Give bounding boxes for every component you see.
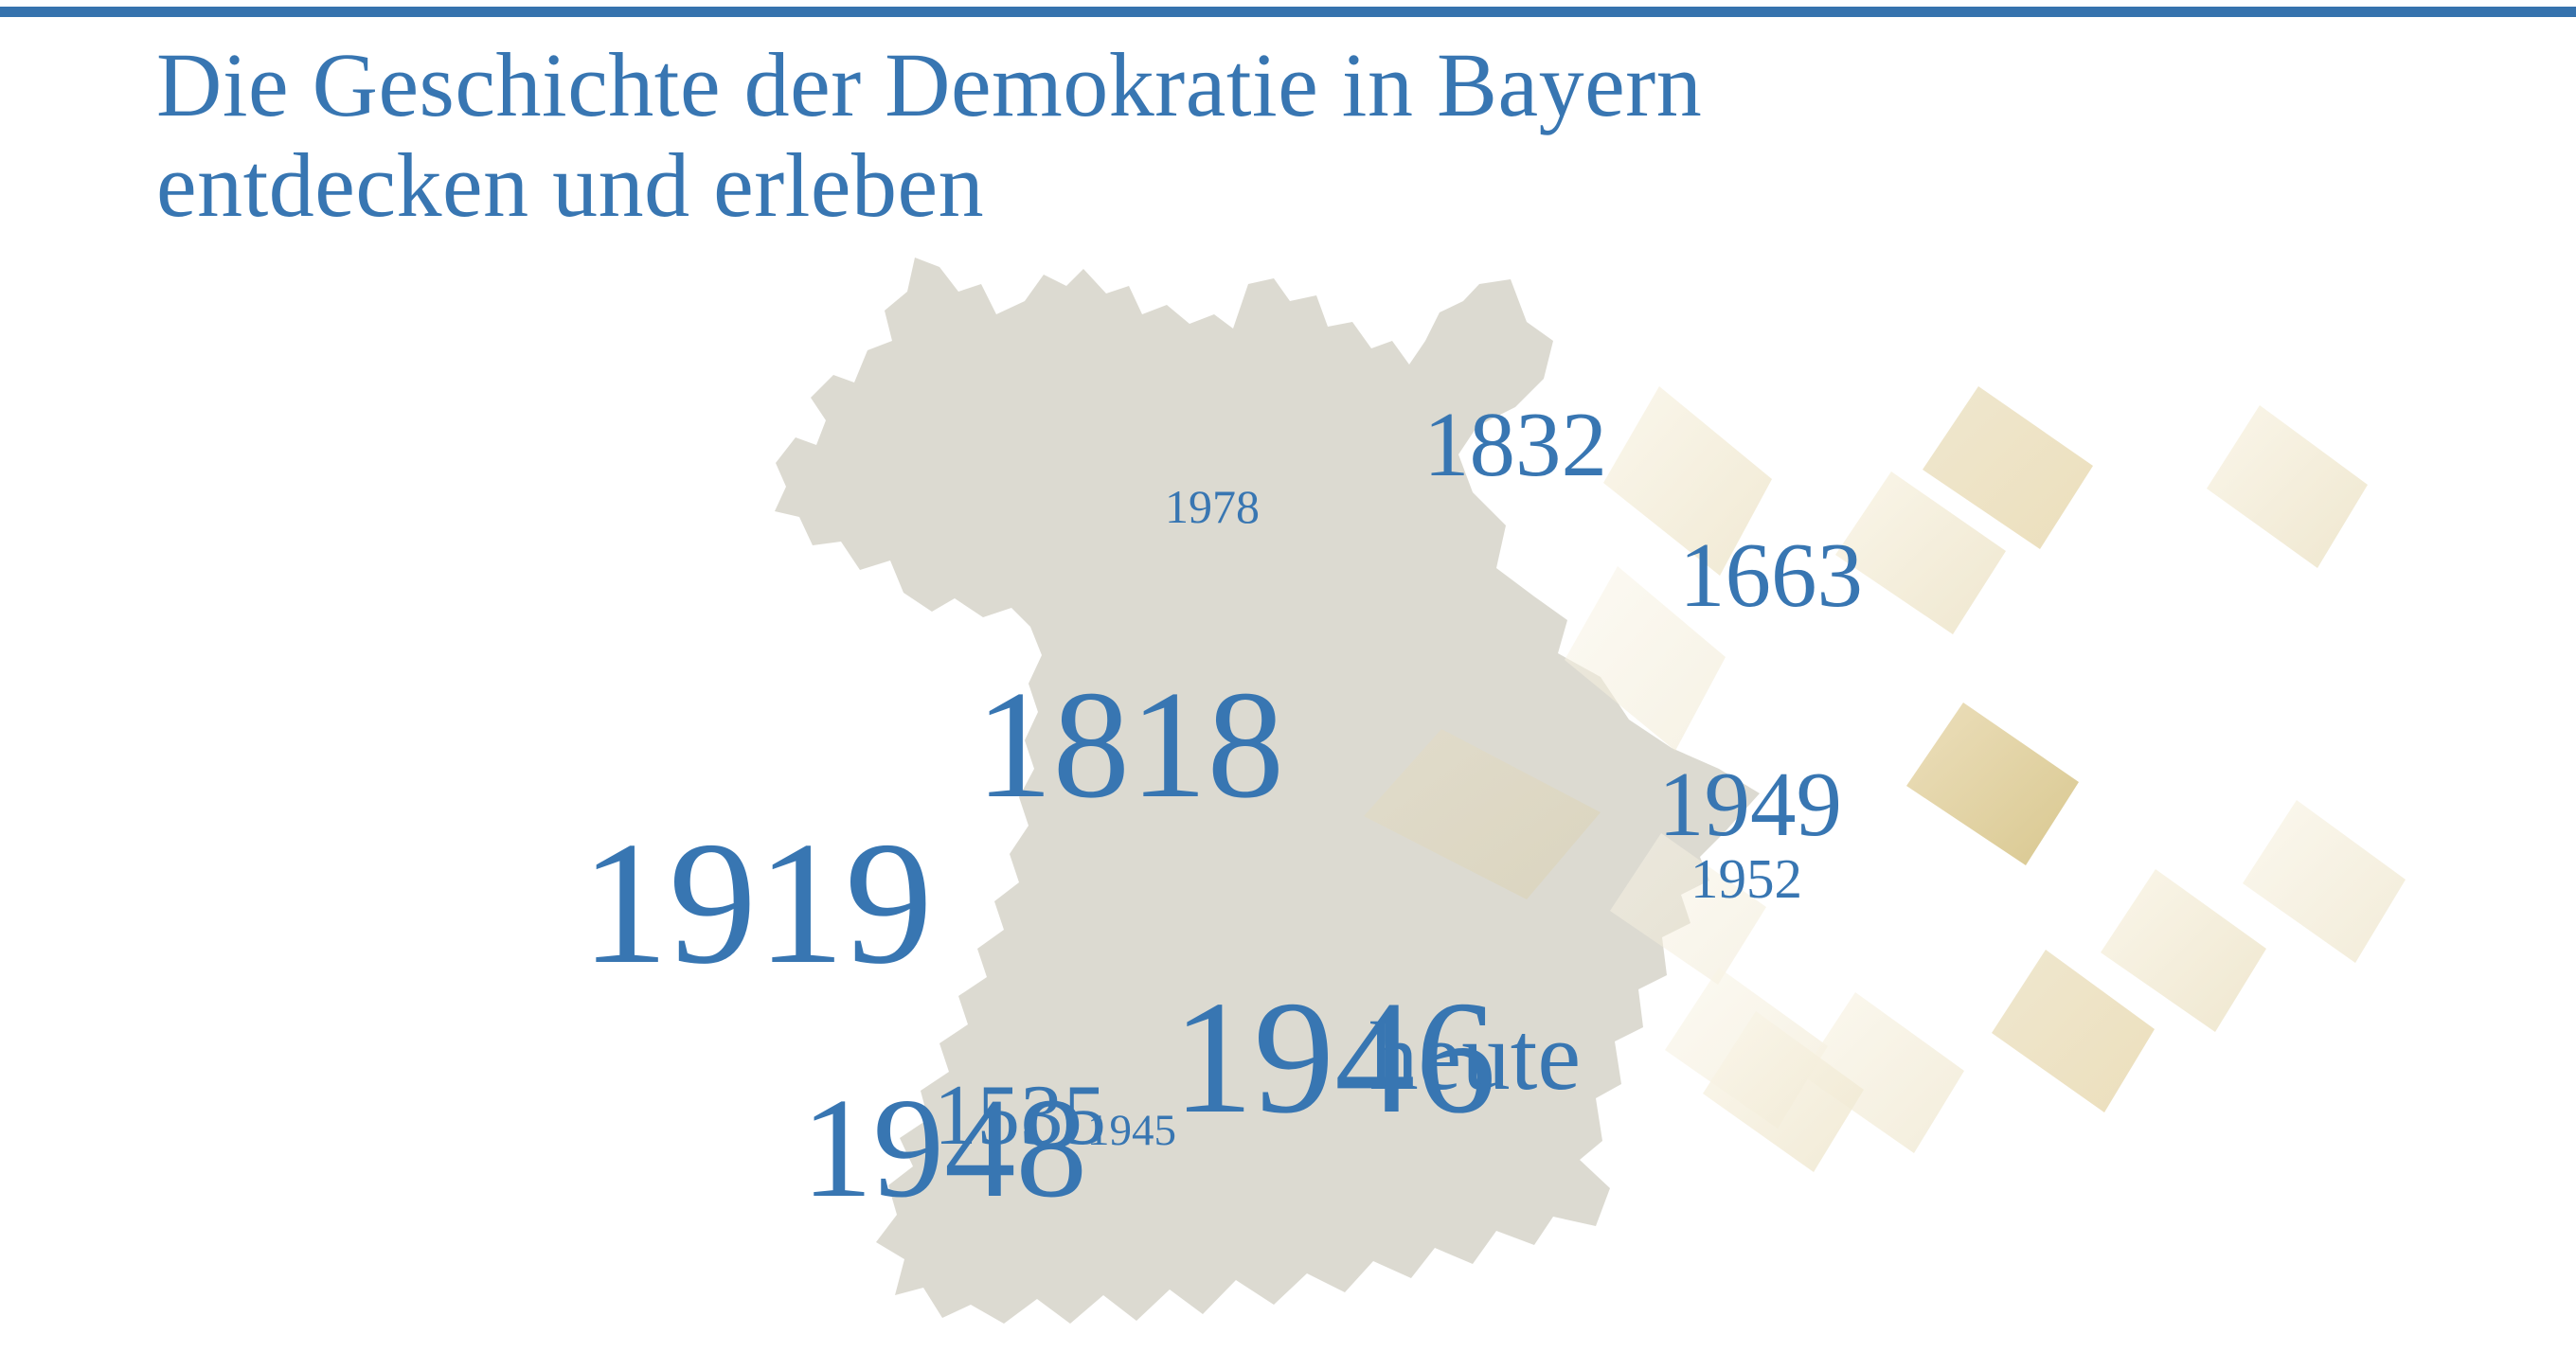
- lozenge: [1992, 950, 2155, 1112]
- lozenge: [1565, 566, 1726, 751]
- lozenge: [1703, 1011, 1864, 1172]
- year-heute[interactable]: heute: [1369, 1003, 1582, 1111]
- lozenge-pattern: [1364, 386, 2406, 1172]
- year-1945[interactable]: 1945: [1087, 1106, 1176, 1155]
- lozenge: [2207, 405, 2368, 568]
- lozenge: [1610, 833, 1766, 985]
- year-1818[interactable]: 1818: [975, 660, 1284, 830]
- lozenge: [1603, 386, 1772, 576]
- year-1946[interactable]: 1946: [1172, 968, 1496, 1147]
- lozenge: [1906, 703, 2079, 865]
- year-1948[interactable]: 1948: [801, 1068, 1087, 1227]
- year-1832[interactable]: 1832: [1423, 394, 1607, 495]
- lozenge: [1835, 471, 2006, 634]
- year-1663[interactable]: 1663: [1679, 525, 1863, 626]
- lozenge: [1801, 992, 1964, 1153]
- year-1919[interactable]: 1919: [581, 806, 933, 1001]
- page-title: Die Geschichte der Demokratie in Bayern …: [156, 35, 1702, 236]
- lozenge: [1364, 729, 1601, 899]
- year-1949[interactable]: 1949: [1658, 754, 1842, 855]
- year-1952[interactable]: 1952: [1690, 847, 1802, 910]
- year-1535[interactable]: 1535: [934, 1067, 1106, 1163]
- top-accent-bar: [0, 7, 2576, 17]
- year-1978[interactable]: 1978: [1165, 480, 1260, 533]
- lozenge: [2101, 869, 2266, 1032]
- lozenge: [2243, 800, 2406, 963]
- lozenge: [1923, 386, 2093, 549]
- bavaria-map-shape: [775, 258, 1760, 1324]
- page-title-line2: entdecken und erleben: [156, 134, 985, 236]
- page-title-line1: Die Geschichte der Demokratie in Bayern: [156, 34, 1703, 135]
